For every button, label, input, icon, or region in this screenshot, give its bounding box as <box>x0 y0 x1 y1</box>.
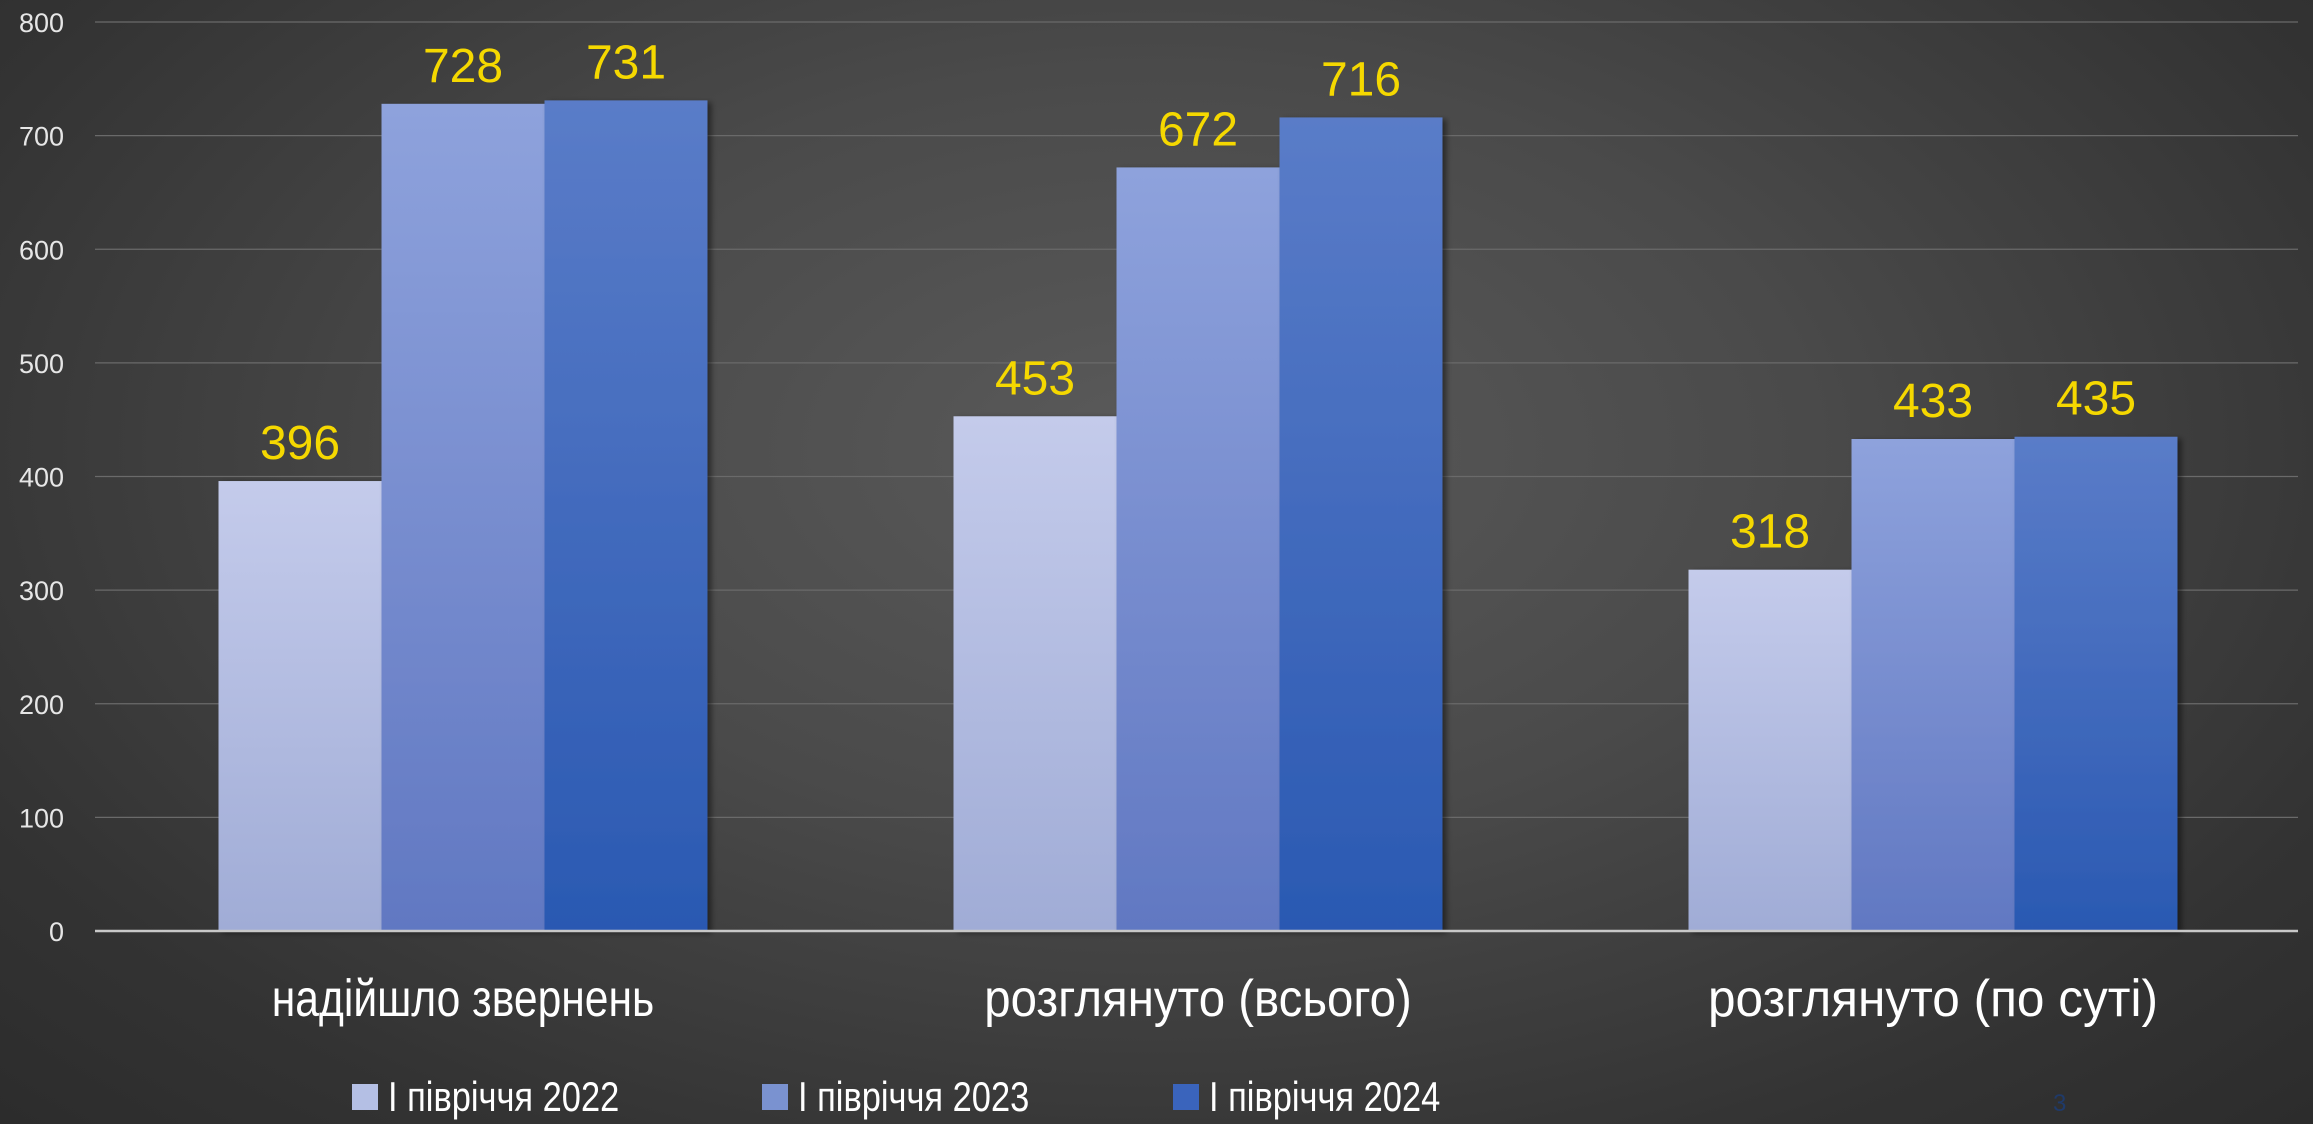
y-tick-label: 500 <box>19 349 64 379</box>
legend-swatch-2023 <box>762 1084 789 1110</box>
data-label: 716 <box>1321 53 1401 106</box>
y-tick-label: 800 <box>19 8 64 38</box>
x-category-label: розглянуто (всього) <box>984 970 1412 1028</box>
legend-item-2024: І півріччя 2024 <box>1172 1073 1491 1121</box>
legend-label-2023: І півріччя 2023 <box>798 1073 1030 1120</box>
y-tick-label: 700 <box>19 122 64 152</box>
y-tick-label: 600 <box>19 235 64 265</box>
legend-label-2022: І півріччя 2022 <box>388 1073 620 1120</box>
data-labels: 396 728 731 453 672 716 318 433 435 <box>260 36 2136 558</box>
page-number: 3 <box>2053 1090 2067 1117</box>
data-label: 396 <box>260 417 340 470</box>
bar <box>1688 569 1852 931</box>
bars <box>218 100 2178 932</box>
y-tick-label: 300 <box>19 576 64 606</box>
x-category-label: розглянуто (по суті) <box>1708 970 2158 1028</box>
bar <box>2014 436 2178 931</box>
data-label: 318 <box>1730 506 1810 559</box>
legend-swatch-2022 <box>352 1084 379 1110</box>
data-label: 453 <box>995 352 1075 405</box>
legend-item-2022: І півріччя 2022 <box>352 1073 670 1121</box>
data-label: 731 <box>586 36 666 89</box>
y-axis-tick-labels: 0 100 200 300 400 500 600 700 800 <box>19 8 64 947</box>
data-label: 728 <box>423 40 503 93</box>
y-tick-label: 200 <box>19 690 64 720</box>
bar <box>544 100 708 932</box>
y-tick-label: 0 <box>49 917 64 947</box>
x-category-label: надійшло звернень <box>272 970 655 1028</box>
y-tick-label: 400 <box>19 463 64 493</box>
legend-item-2023: І півріччя 2023 <box>762 1073 1080 1121</box>
bar <box>1279 117 1443 931</box>
legend: І півріччя 2022 І півріччя 2023 І півріч… <box>0 1070 2313 1124</box>
y-tick-label: 100 <box>19 803 64 833</box>
legend-swatch-2024 <box>1172 1084 1199 1110</box>
data-label: 672 <box>1158 103 1238 156</box>
data-label: 435 <box>2056 373 2136 426</box>
bar <box>381 103 545 931</box>
bar <box>1116 167 1280 931</box>
bar <box>953 416 1117 931</box>
legend-label-2024: І півріччя 2024 <box>1208 1073 1440 1120</box>
bar <box>218 481 382 931</box>
bar <box>1851 439 2015 931</box>
x-axis-category-labels: надійшло звернень розглянуто (всього) розг… <box>272 970 2158 1028</box>
data-label: 433 <box>1893 375 1973 428</box>
